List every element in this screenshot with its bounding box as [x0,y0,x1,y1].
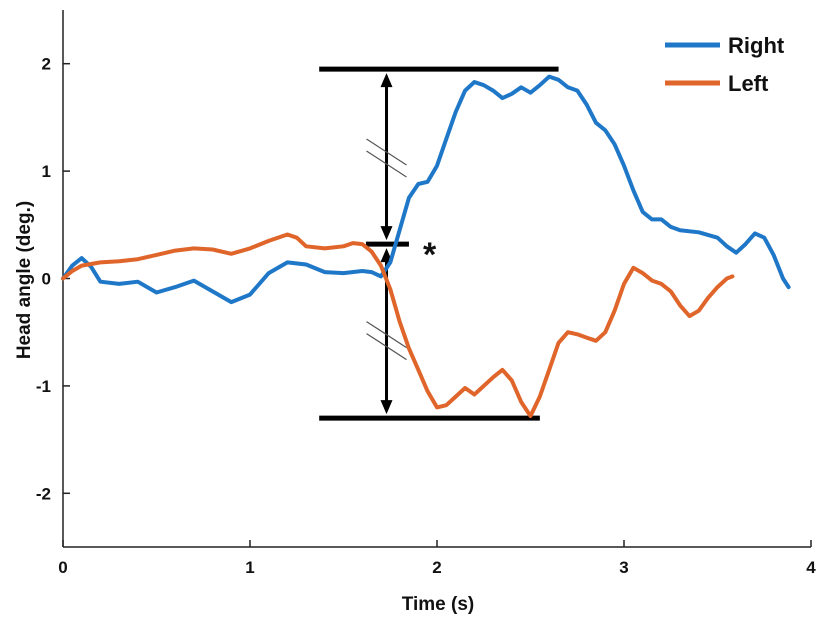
x-tick-label: 2 [432,558,441,577]
series-line-right [61,74,791,305]
axis-break-mark [366,333,407,361]
significance-star: * [423,236,437,274]
lower-arrow-head-bottom [380,400,393,415]
y-tick-label: -2 [36,484,51,503]
legend: Right Left [665,33,785,96]
y-tick-label: 0 [42,270,51,289]
axis-break-mark [366,150,407,178]
axis-break-mark [366,138,407,166]
x-tick-label: 3 [619,558,628,577]
x-tick-label: 1 [245,558,254,577]
upper-arrow-head-top [380,73,393,88]
series-lines [61,74,791,418]
axis-break-mark [366,321,407,349]
x-tick-label: 4 [806,558,816,577]
axes: 0 1 2 3 4 -2 -1 0 1 2 [36,10,816,577]
y-axis-label: Head angle (deg.) [14,201,35,359]
legend-label-right: Right [728,33,785,58]
legend-label-left: Left [728,71,769,96]
x-tick-label: 0 [58,558,67,577]
x-axis-label: Time (s) [402,594,475,615]
y-tick-label: 2 [42,55,51,74]
upper-arrow-head-bottom [380,226,393,241]
series-line-left [61,232,735,418]
y-tick-label: -1 [36,377,51,396]
y-tick-label: 1 [42,162,51,181]
